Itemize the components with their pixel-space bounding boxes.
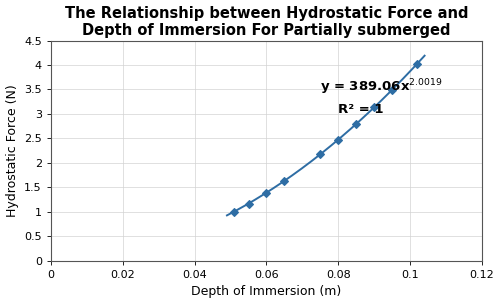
Text: R² = 1: R² = 1: [338, 102, 384, 116]
Text: y = 389.06x$^{2.0019}$: y = 389.06x$^{2.0019}$: [320, 77, 443, 97]
Y-axis label: Hydrostatic Force (N): Hydrostatic Force (N): [6, 84, 18, 217]
X-axis label: Depth of Immersion (m): Depth of Immersion (m): [192, 285, 342, 299]
Title: The Relationship between Hydrostatic Force and
Depth of Immersion For Partially : The Relationship between Hydrostatic For…: [64, 5, 468, 38]
